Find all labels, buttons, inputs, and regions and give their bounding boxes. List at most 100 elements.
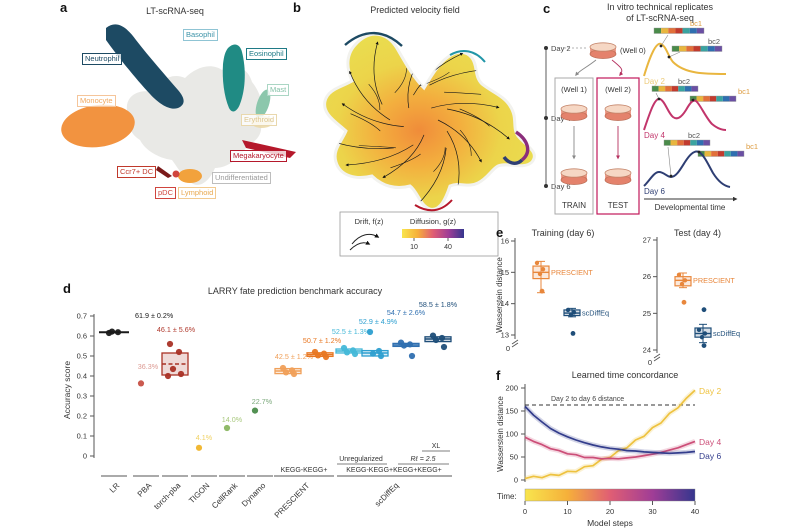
f-x-tick-label: 20 <box>606 507 614 516</box>
e-axis-break <box>653 353 661 359</box>
panel-b-title: Predicted velocity field <box>370 5 460 15</box>
streamline <box>433 147 446 172</box>
petri-dish-icon <box>604 168 632 185</box>
barcode-strip <box>697 150 745 157</box>
d-r-value-label: Rℓ = 2.5 <box>410 456 435 463</box>
f-series-label-Day 2: Day 2 <box>699 386 721 396</box>
barcode-segment <box>700 46 708 52</box>
d-point <box>314 352 322 359</box>
panel-b-velocity-field: b Predicted velocity field Drift, f(z) Di… <box>290 0 540 270</box>
f-x-tick-label: 30 <box>648 507 656 516</box>
barcode-segment <box>661 28 669 34</box>
d-xl-label: XL <box>432 443 441 450</box>
timeline-day-label: Day 2 <box>551 44 571 53</box>
test-label: TEST <box>608 201 629 210</box>
test-well-box <box>596 77 640 215</box>
barcode-segment <box>696 140 704 146</box>
e-point <box>682 278 688 283</box>
cell-type-label-undifferentiated: Undifferentiated <box>212 172 271 184</box>
d-point <box>175 348 183 356</box>
d-point <box>177 370 185 378</box>
f-x-tick-label: 40 <box>691 507 699 516</box>
barcode-strip <box>663 139 711 146</box>
panel-e-wasserstein-boxes: e Training (day 6) Test (day 4) 16 15 14 13… <box>495 225 800 370</box>
f-x-tick-label: 10 <box>563 507 571 516</box>
barcode-segment <box>714 46 722 52</box>
barcode-outline <box>697 150 745 157</box>
e-y-tick-label: 27 <box>643 236 651 245</box>
e-outlier <box>701 307 707 313</box>
developmental-time-label: Developmental time <box>655 203 726 212</box>
streamline <box>416 147 447 206</box>
e-zero-label: 0 <box>506 344 510 353</box>
streamline <box>373 41 383 105</box>
barcode-segment <box>711 151 718 157</box>
e-point <box>540 267 546 272</box>
timeline-dot <box>544 184 548 188</box>
barcode-pointer-dot <box>669 174 673 178</box>
barcode-pointer-dot <box>697 150 701 154</box>
barcode-outline <box>671 45 723 52</box>
e-y-tick-label: 25 <box>643 309 651 318</box>
d-annotation-5: 22.7% <box>252 397 273 406</box>
barcode-segment <box>679 46 687 52</box>
d-annotation-4: 14.0% <box>222 415 243 424</box>
barcode-pointer-dot <box>667 55 671 59</box>
e-point <box>696 327 702 333</box>
velocity-field-plot: Drift, f(z) Diffusion, g(z) 10 40 <box>323 31 536 257</box>
f-series-line-Day 2 <box>524 389 696 480</box>
barcode-segment <box>675 28 683 34</box>
wasserstein-boxplots: 16 15 14 13 0 Wasserstein distance PRESCIENT sc… <box>495 236 740 368</box>
d-point <box>406 341 414 348</box>
d-x-label-PRESCIENT: PRESCIENT <box>273 481 312 520</box>
streamline <box>382 134 425 178</box>
d-point <box>440 343 448 351</box>
d-y-axis-label: Accuracy score <box>62 361 72 419</box>
panel-letter-d: d <box>63 281 71 296</box>
d-point <box>279 364 287 372</box>
curve-label-day6: Day 6 <box>644 187 665 196</box>
barcode-segment <box>665 86 672 92</box>
barcode-segment <box>689 28 697 34</box>
e-outlier <box>570 331 576 336</box>
petri-dish-icon <box>589 42 617 59</box>
e-axis-break <box>511 342 519 348</box>
d-point <box>223 424 231 432</box>
d-y-tick-label: 0.7 <box>77 312 87 321</box>
panel-letter-b: b <box>293 0 301 15</box>
e-point <box>699 334 705 340</box>
cell-type-label-mast: Mast <box>267 84 290 96</box>
e-y-tick-label: 13 <box>501 331 509 340</box>
f-y-tick-label: 150 <box>505 407 518 416</box>
e-point <box>534 260 540 266</box>
e-axis-break <box>511 339 519 345</box>
barcode-segment <box>691 86 698 92</box>
f-series-label-Day 4: Day 4 <box>699 437 721 447</box>
barcode-segment <box>654 28 662 34</box>
timeline-dot <box>544 46 548 50</box>
barcode-segment <box>722 96 730 102</box>
d-point <box>432 336 440 344</box>
streamline <box>431 102 500 109</box>
d-annotation-7: 50.7 ± 1.2% <box>303 336 342 345</box>
d-point <box>366 328 374 336</box>
barcode-segment <box>704 151 712 157</box>
panel-letter-c: c <box>543 1 551 16</box>
umap-monocyte-blob <box>61 104 135 148</box>
drift-arrow-glyph <box>351 233 380 245</box>
e-point <box>679 281 685 287</box>
e-point <box>565 307 571 313</box>
barcode-outline <box>663 139 711 146</box>
d-point <box>282 369 290 376</box>
petri-dish-icon <box>560 168 588 185</box>
d-x-label-PBA: PBA <box>136 481 154 499</box>
e-point <box>702 331 708 336</box>
e-y-tick-label: 15 <box>501 268 509 277</box>
timeline-day-label: Day 6 <box>551 182 571 191</box>
f-series-line-Day 4 <box>524 436 696 460</box>
streamline <box>444 91 482 95</box>
colorbar-tick-label: 40 <box>444 244 452 251</box>
umap-lymphoid-blob <box>178 169 202 183</box>
cell-type-label-neutrophil: Neutrophil <box>82 53 123 65</box>
